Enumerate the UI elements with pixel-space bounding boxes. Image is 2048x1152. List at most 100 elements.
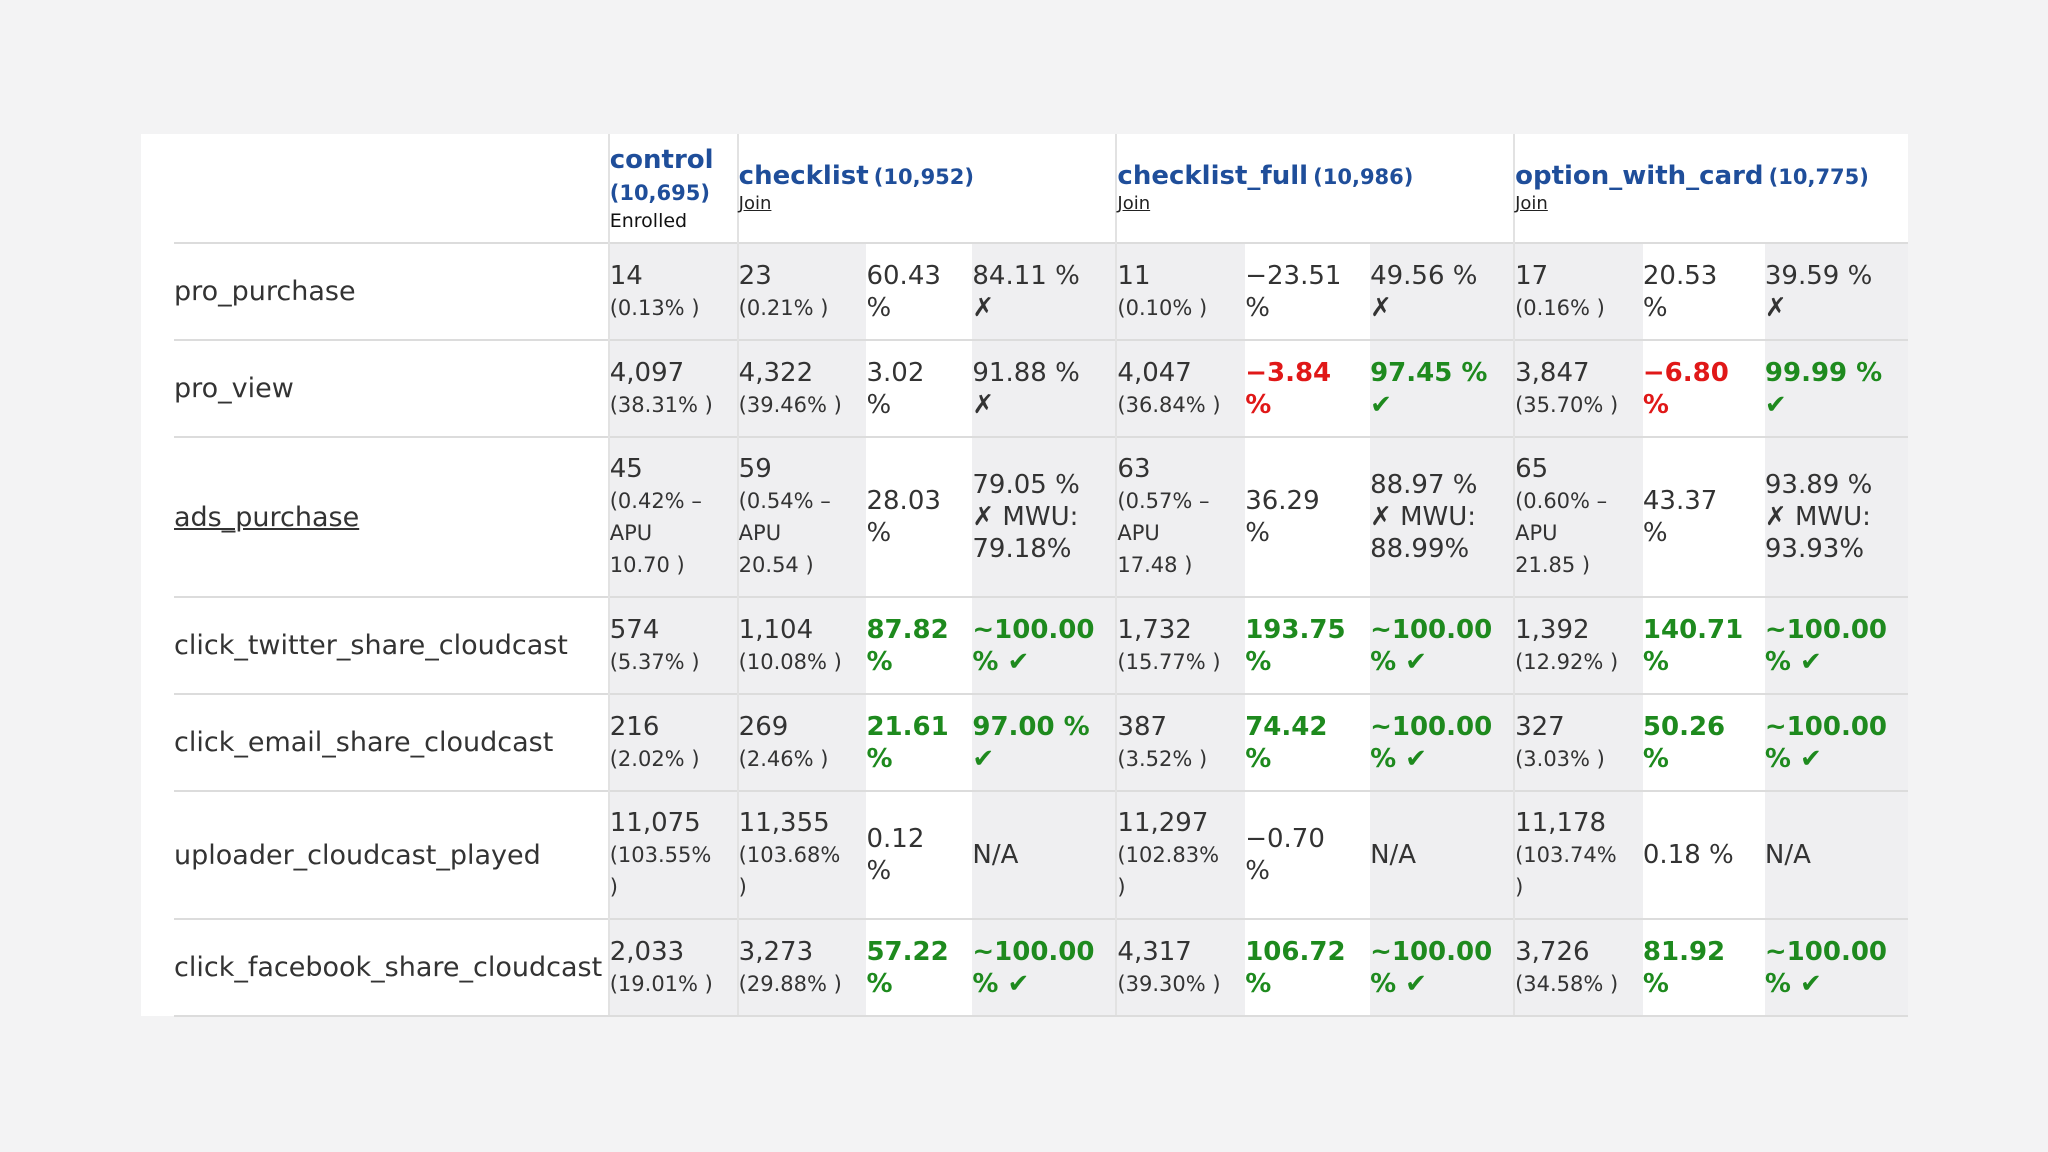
join-link-option-with-card[interactable]: Join bbox=[1515, 193, 1548, 214]
confidence-value: 97.00 % bbox=[972, 711, 1090, 742]
count-value: 59 bbox=[738, 454, 772, 484]
confidence-value: ✔ bbox=[972, 743, 995, 774]
confidence-cell: 49.56 % ✗ bbox=[1370, 242, 1515, 340]
percent-change: 57.22 bbox=[866, 936, 949, 967]
confidence-cell: ~100.00% ✔ bbox=[972, 596, 1117, 694]
variant-count-cell: 11,178 (103.74%) bbox=[1513, 790, 1643, 919]
count-percentage: (36.84% ) bbox=[1117, 389, 1245, 421]
percent-change: 0.12 bbox=[866, 824, 925, 854]
percentage-line: (103.55% bbox=[609, 843, 712, 867]
percentage-line: APU bbox=[1515, 521, 1558, 545]
count-percentage: (0.54% – APU 20.54 ) bbox=[739, 485, 867, 581]
percentage-line: (29.88% ) bbox=[738, 971, 842, 996]
variant-count-cell: 3,847 (35.70% ) bbox=[1513, 339, 1643, 437]
confidence-value: % ✔ bbox=[972, 968, 1030, 999]
percent-change-cell: 57.22% bbox=[866, 918, 973, 1017]
count-value: 2,033 bbox=[609, 936, 685, 967]
percent-change: % bbox=[1642, 646, 1669, 677]
percent-change-cell: 43.37% bbox=[1642, 436, 1765, 597]
control-name: control bbox=[609, 144, 714, 175]
percent-change: 21.61 bbox=[866, 711, 949, 742]
variant-count-cell: 387 (3.52% ) bbox=[1115, 693, 1246, 791]
variant-count-cell: 327 (3.03% ) bbox=[1513, 693, 1643, 791]
percent-change: 20.53 bbox=[1642, 260, 1718, 291]
percent-change-cell: −3.84% bbox=[1245, 339, 1371, 437]
percent-change: % bbox=[1245, 518, 1270, 548]
confidence-cell: N/A bbox=[1370, 790, 1515, 919]
percentage-line: APU bbox=[609, 521, 653, 545]
percent-change: 193.75 bbox=[1245, 614, 1346, 645]
count-percentage: (29.88% ) bbox=[739, 968, 867, 1000]
confidence-value: % ✔ bbox=[1370, 743, 1427, 774]
confidence-value: ~100.00 bbox=[1370, 711, 1493, 742]
metric-name: click_facebook_share_cloudcast bbox=[174, 918, 609, 1017]
count-percentage: (2.02% ) bbox=[610, 743, 737, 775]
percent-change-cell: 193.75% bbox=[1245, 596, 1371, 694]
confidence-value: % ✔ bbox=[1370, 646, 1427, 677]
metric-name: click_email_share_cloudcast bbox=[174, 693, 609, 791]
percent-change: % bbox=[866, 743, 893, 774]
percent-change: 3.02 bbox=[866, 357, 925, 388]
table-row-pro-purchase: pro_purchase 14 (0.13% ) 23 (0.21% ) 60.43% 84… bbox=[174, 242, 1908, 340]
count-value: 17 bbox=[1515, 260, 1549, 291]
count-value: 3,726 bbox=[1515, 936, 1590, 967]
confidence-value: ~100.00 bbox=[1764, 711, 1888, 742]
percentage-line: (0.16% ) bbox=[1515, 295, 1605, 320]
percentage-line: (103.74% bbox=[1515, 843, 1617, 867]
join-link-checklist[interactable]: Join bbox=[738, 193, 772, 214]
count-value: 14 bbox=[609, 260, 643, 291]
percentage-line: (103.68% bbox=[738, 843, 841, 867]
count-percentage: (38.31% ) bbox=[610, 389, 737, 421]
percent-change-cell: 20.53% bbox=[1642, 242, 1765, 340]
count-percentage: (2.46% ) bbox=[739, 743, 867, 775]
percent-change: 50.26 bbox=[1642, 711, 1726, 742]
control-count-cell: 11,075 (103.55%) bbox=[607, 790, 738, 919]
join-link-checklist-full[interactable]: Join bbox=[1117, 193, 1151, 214]
count-value: 11 bbox=[1117, 260, 1151, 291]
metric-name[interactable]: ads_purchase bbox=[174, 436, 609, 597]
percentage-line: (12.92% ) bbox=[1515, 649, 1619, 674]
percentage-line: (39.30% ) bbox=[1117, 971, 1221, 996]
confidence-value: 84.11 % bbox=[972, 260, 1080, 291]
confidence-cell: ~100.00% ✔ bbox=[1370, 918, 1515, 1017]
confidence-value: ✗ MWU: bbox=[972, 502, 1079, 532]
percent-change: 106.72 bbox=[1245, 936, 1346, 967]
count-value: 4,317 bbox=[1117, 936, 1192, 967]
confidence-cell: ~100.00% ✔ bbox=[1370, 693, 1515, 791]
percent-change: −3.84 bbox=[1245, 357, 1332, 388]
count-value: 574 bbox=[609, 614, 660, 645]
metric-name: uploader_cloudcast_played bbox=[174, 790, 609, 919]
variant-count: (10,986) bbox=[1313, 165, 1414, 189]
confidence-cell: 79.05 % ✗ MWU: 79.18% bbox=[972, 436, 1117, 597]
variant-name: checklist_full bbox=[1117, 161, 1309, 191]
percentage-line: (39.46% ) bbox=[738, 392, 842, 417]
variant-count-cell: 4,047 (36.84% ) bbox=[1115, 339, 1246, 437]
percent-change: % bbox=[866, 856, 892, 886]
percent-change-cell: 87.82% bbox=[866, 596, 973, 694]
variant-name: option_with_card bbox=[1515, 161, 1764, 191]
percentage-line: (34.58% ) bbox=[1515, 971, 1619, 996]
percentage-line: 20.54 ) bbox=[738, 553, 814, 577]
confidence-cell: ~100.00% ✔ bbox=[972, 918, 1117, 1017]
percent-change-cell: −23.51% bbox=[1245, 242, 1371, 340]
control-header: control (10,695) Enrolled bbox=[607, 134, 738, 243]
percentage-line: ) bbox=[609, 875, 618, 899]
confidence-value: ✗ MWU: bbox=[1370, 502, 1477, 532]
variant-count: (10,952) bbox=[873, 165, 974, 189]
count-value: 4,322 bbox=[738, 357, 814, 388]
percent-change: % bbox=[1245, 968, 1272, 999]
variant-count-cell: 3,273 (29.88% ) bbox=[736, 918, 867, 1017]
count-percentage: (3.03% ) bbox=[1515, 743, 1643, 775]
confidence-value: ~100.00 bbox=[1764, 614, 1888, 645]
percent-change: % bbox=[1245, 292, 1270, 323]
count-percentage: (0.16% ) bbox=[1515, 292, 1643, 324]
variant-header-checklist-full: checklist_full (10,986) Join bbox=[1115, 134, 1515, 243]
count-percentage: (0.57% – APU 17.48 ) bbox=[1117, 485, 1245, 581]
table-row-ads-purchase: ads_purchase 45 (0.42% – APU 10.70 ) 59 (0.54%… bbox=[174, 436, 1908, 597]
percentage-line: (38.31% ) bbox=[609, 392, 713, 417]
confidence-value: % ✔ bbox=[972, 646, 1030, 677]
count-percentage: (103.74%) bbox=[1515, 839, 1643, 903]
percent-change-cell: 106.72% bbox=[1245, 918, 1371, 1017]
percent-change: % bbox=[866, 518, 892, 548]
percent-change-cell: 0.12% bbox=[866, 790, 973, 919]
